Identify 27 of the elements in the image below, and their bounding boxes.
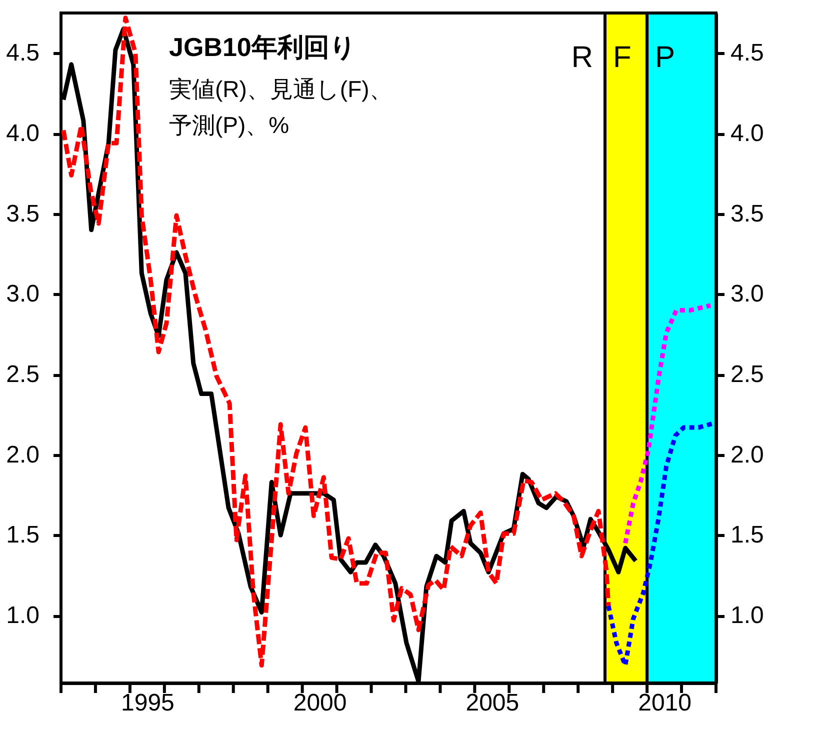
y-tick-label: 3.5 xyxy=(6,200,40,228)
y2-tick-label: 4.0 xyxy=(730,120,764,148)
text: JGB10年利回り xyxy=(169,32,356,62)
text: 予測(P)、% xyxy=(169,112,290,138)
line-series xyxy=(623,303,713,546)
y2-tick-label: 3.0 xyxy=(730,280,764,308)
y-tick-label: 3.0 xyxy=(6,280,40,308)
x-tick-label: 2010 xyxy=(638,690,692,716)
x-tick-label: 2005 xyxy=(466,690,520,716)
text: 実値(R)、見通し(F)、 xyxy=(169,76,392,102)
x-tick-label: 1995 xyxy=(120,690,174,716)
y2-tick-label: 1.5 xyxy=(730,522,764,549)
y-tick-label: 2.5 xyxy=(6,361,40,388)
band-label: F xyxy=(612,41,632,74)
y2-tick-label: 4.5 xyxy=(730,40,764,67)
y2-tick-label: 2.0 xyxy=(730,441,764,468)
y2-tick-label: 2.5 xyxy=(730,361,764,388)
y2-tick-label: 1.0 xyxy=(730,602,764,630)
y-tick-label: 4.5 xyxy=(6,40,40,67)
band-label: R xyxy=(571,41,593,74)
y-tick-label: 2.0 xyxy=(6,441,40,468)
y-tick-label: 1.5 xyxy=(6,522,40,549)
y-tick-label: 1.0 xyxy=(6,602,40,630)
y-tick-label: 4.0 xyxy=(6,120,40,148)
band-label: P xyxy=(655,41,676,74)
x-tick-label: 2000 xyxy=(293,690,347,716)
y2-tick-label: 3.5 xyxy=(730,200,764,228)
